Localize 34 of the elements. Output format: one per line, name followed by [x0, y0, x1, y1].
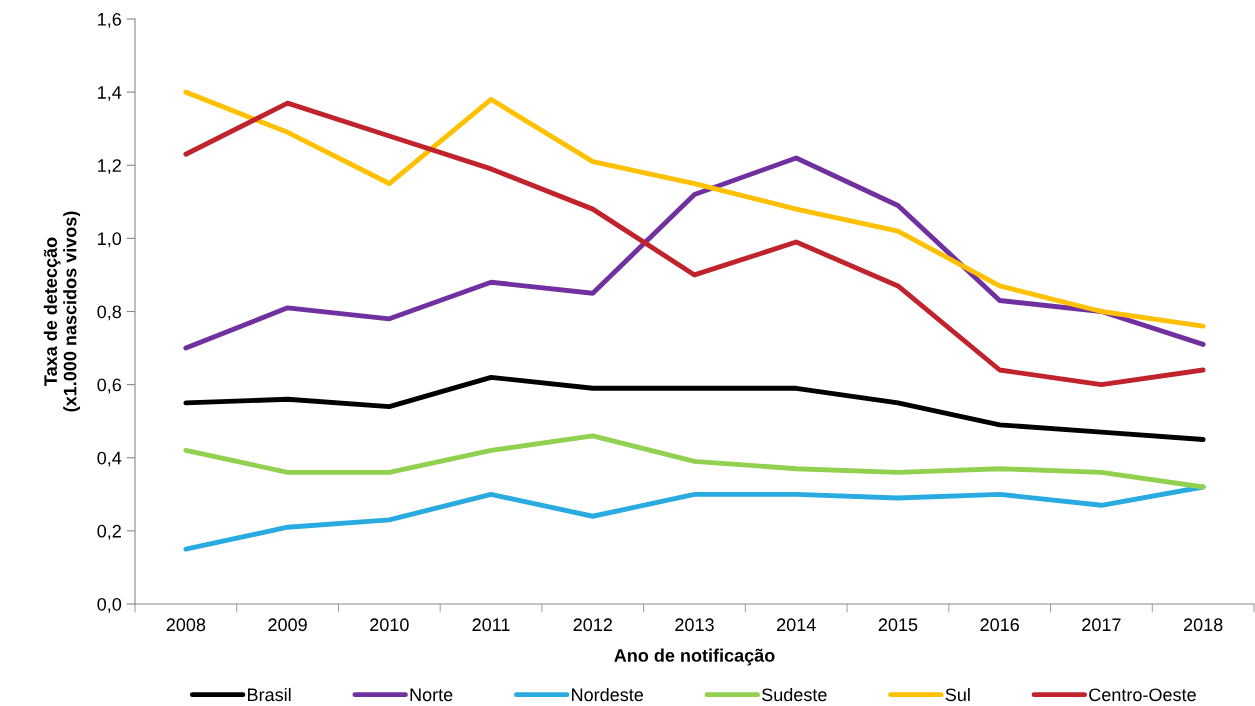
legend-label: Centro-Oeste — [1089, 688, 1196, 702]
y-tick-label: 1,2 — [98, 159, 121, 175]
y-axis-title: Taxa de detecção (x1.000 nascidos vivos) — [43, 211, 81, 412]
legend-label: Sudeste — [762, 687, 827, 702]
x-tick-label: 2014 — [777, 618, 816, 632]
x-tick-label: 2010 — [370, 618, 409, 632]
y-tick-label: 0,8 — [97, 305, 122, 321]
line-series — [183, 433, 1206, 490]
x-tick-label: 2009 — [268, 618, 307, 632]
y-tick-label: 0,2 — [97, 524, 121, 540]
y-tick-label: 1,0 — [98, 232, 122, 248]
x-tick-label: 2012 — [573, 618, 612, 632]
line-series — [183, 484, 1206, 552]
line-series — [183, 374, 1206, 442]
line-series — [183, 155, 1206, 351]
x-tick-label: 2015 — [878, 618, 918, 632]
legend-label: Norte — [410, 688, 453, 702]
line-series — [183, 89, 1206, 329]
y-tick-label: 1,6 — [98, 12, 122, 28]
y-tick-label: 0,4 — [97, 451, 122, 467]
line-series — [183, 100, 1206, 388]
x-tick-label: 2011 — [472, 618, 510, 632]
y-tick-label: 1,4 — [98, 86, 122, 101]
y-tick-label: 0,0 — [97, 597, 122, 613]
legend-label: Nordeste — [572, 687, 644, 702]
x-tick-label: 2008 — [166, 618, 206, 632]
x-axis-title: Ano de notificação — [614, 648, 775, 666]
legend-label: Brasil — [248, 687, 291, 702]
y-tick-label: 0,6 — [97, 378, 122, 394]
x-tick-label: 2013 — [675, 618, 714, 632]
x-tick-label: 2018 — [1183, 618, 1223, 632]
x-tick-label: 2016 — [980, 618, 1019, 632]
x-tick-label: 2017 — [1082, 618, 1121, 632]
legend-label: Sul — [945, 687, 970, 702]
